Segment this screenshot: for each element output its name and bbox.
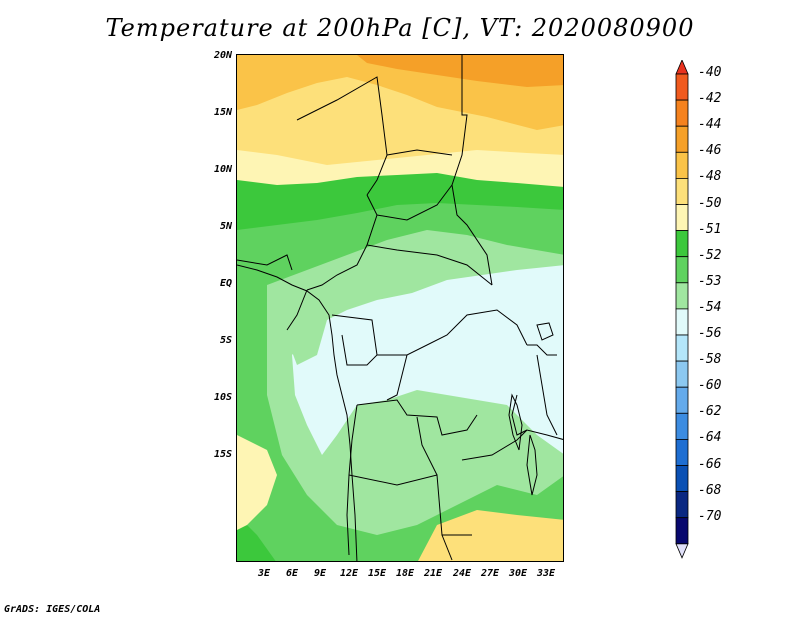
field-patch — [282, 310, 327, 365]
colorbar-label: -68 — [698, 482, 722, 498]
chart-title: Temperature at 200hPa [C], VT: 202008090… — [105, 14, 695, 42]
field-band-se — [418, 510, 563, 561]
lon-label: 18E — [395, 568, 415, 579]
colorbar-label: -54 — [698, 299, 722, 315]
lon-label: 15E — [367, 568, 387, 579]
colorbar-swatch — [675, 491, 689, 519]
colorbar-label: -50 — [698, 195, 722, 211]
colorbar-label: -51 — [698, 221, 722, 237]
map-panel — [236, 54, 564, 562]
grads-credit: GrADS: IGES/COLA — [4, 604, 101, 615]
colorbar-swatch — [675, 334, 689, 362]
country-borders — [237, 55, 563, 561]
colorbar-label: -70 — [698, 508, 722, 524]
lon-label: 21E — [423, 568, 443, 579]
lon-label: 24E — [452, 568, 472, 579]
lat-label: 15S — [213, 449, 232, 460]
colorbar-label: -46 — [698, 143, 722, 159]
lon-label: 9E — [313, 568, 327, 579]
colorbar-swatch — [675, 465, 689, 493]
lat-label: 20N — [213, 50, 232, 61]
colorbar — [675, 60, 689, 559]
colorbar-swatch — [675, 99, 689, 127]
colorbar-swatch — [675, 438, 689, 466]
colorbar-label: -58 — [698, 352, 722, 368]
colorbar-swatch — [675, 73, 689, 101]
lon-label: 3E — [257, 568, 271, 579]
colorbar-swatch — [675, 308, 689, 336]
colorbar-label: -44 — [698, 117, 722, 133]
colorbar-swatch — [675, 230, 689, 258]
colorbar-bottom-arrow — [675, 543, 689, 559]
colorbar-swatch — [675, 517, 689, 545]
colorbar-swatch — [675, 386, 689, 414]
colorbar-label: -56 — [698, 326, 722, 341]
colorbar-label: -53 — [698, 273, 722, 289]
lat-label: 15N — [213, 107, 232, 118]
lon-label: 30E — [508, 568, 528, 579]
lat-label: 10N — [213, 164, 232, 175]
field-band-minus46 — [357, 55, 563, 87]
colorbar-swatch — [675, 125, 689, 153]
colorbar-swatch — [675, 412, 689, 440]
colorbar-label: -64 — [698, 430, 722, 446]
colorbar-label: -52 — [698, 247, 722, 263]
colorbar-swatch — [675, 151, 689, 179]
colorbar-label: -48 — [698, 169, 722, 185]
lon-label: 6E — [285, 568, 299, 579]
lat-label: EQ — [219, 278, 232, 289]
lat-label: 5S — [219, 335, 232, 346]
colorbar-label: -42 — [698, 91, 722, 107]
colorbar-label: -66 — [698, 456, 722, 472]
lon-label: 12E — [339, 568, 359, 579]
lon-label: 27E — [480, 568, 500, 579]
colorbar-swatch — [675, 256, 689, 284]
lon-label: 33E — [536, 568, 556, 579]
temperature-map — [237, 55, 563, 561]
colorbar-swatch — [675, 178, 689, 205]
colorbar-label: -60 — [698, 378, 722, 394]
lakes — [508, 322, 554, 496]
colorbar-label: -40 — [698, 65, 722, 80]
colorbar-swatch — [675, 282, 689, 310]
lat-label: 10S — [213, 392, 232, 403]
colorbar-swatch — [675, 360, 689, 388]
field-band-sw — [237, 435, 277, 530]
colorbar-swatch — [675, 204, 689, 232]
lat-label: 5N — [219, 221, 232, 232]
coastline — [237, 264, 358, 561]
colorbar-label: -62 — [698, 404, 722, 420]
field-band-minus56 — [292, 265, 563, 455]
colorbar-top-arrow — [675, 60, 689, 75]
